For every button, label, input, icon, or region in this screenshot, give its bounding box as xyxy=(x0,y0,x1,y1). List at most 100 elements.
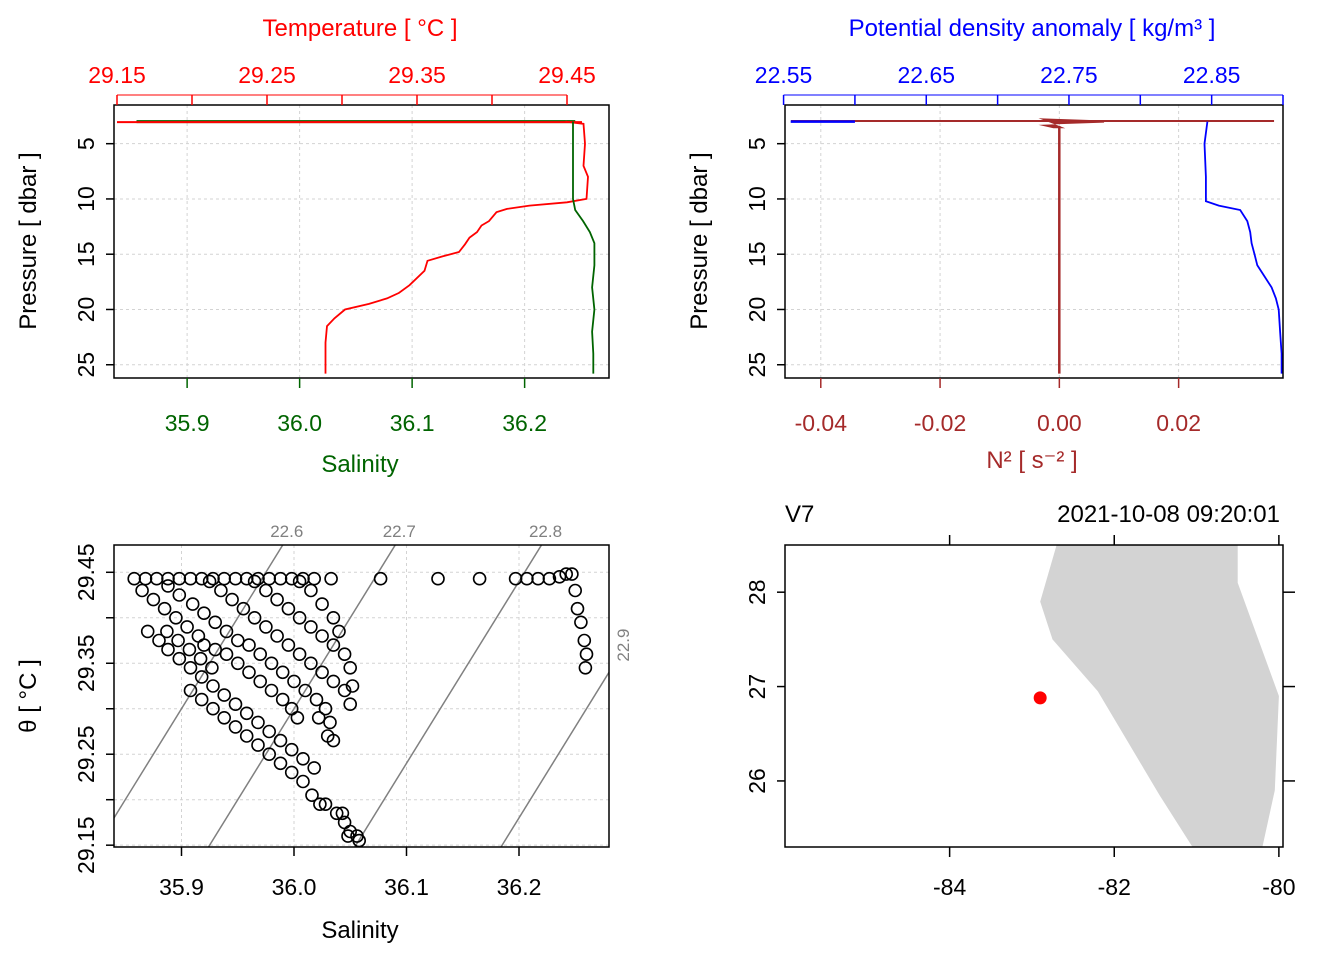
pressure-tick-label: 10 xyxy=(73,186,99,212)
ts-data-point xyxy=(236,601,251,616)
temperature-tick-label: 29.35 xyxy=(388,62,446,88)
ts-data-point xyxy=(292,610,307,625)
ts-data-point xyxy=(568,583,583,598)
ts-data-point xyxy=(193,651,208,666)
ts-data-point xyxy=(326,674,341,689)
ts-data-point xyxy=(172,651,187,666)
ts-data-point xyxy=(169,610,183,625)
map-land xyxy=(1033,545,1279,847)
ts-data-point xyxy=(309,692,324,707)
ts-data-point xyxy=(172,588,187,602)
pressure-axis-label: Pressure [ dbar ] xyxy=(15,152,42,329)
ts-data-point xyxy=(242,665,256,680)
density-tick-label: 22.85 xyxy=(1183,62,1241,88)
ts-data-point xyxy=(323,715,337,730)
ts-data-point xyxy=(157,601,172,616)
ts-data-point xyxy=(579,647,594,662)
ts-data-point xyxy=(552,569,567,584)
temperature-tick-label: 29.45 xyxy=(538,62,596,88)
panel-b-lines xyxy=(790,118,1283,374)
panel-b-axes: 5 10 15 20 25 -0.04 -0.02 0.00 0.02 22.55 22.65 22.… xyxy=(744,62,1284,436)
ts-data-point xyxy=(307,761,322,775)
pressure-tick-label: 15 xyxy=(73,241,99,267)
ts-data-point xyxy=(194,571,209,586)
n2-tick-label: 0.00 xyxy=(1037,410,1082,436)
ts-data-point xyxy=(326,610,341,625)
ts-data-point xyxy=(343,660,358,675)
ts-data-point xyxy=(313,797,327,812)
ts-data-point xyxy=(231,633,245,648)
ts-data-point xyxy=(304,620,318,634)
ts-data-point xyxy=(253,674,268,689)
isopycnal-label: 22.7 xyxy=(383,522,416,541)
ts-data-point xyxy=(172,571,187,586)
ts-data-point xyxy=(152,633,166,648)
n2-tick-label: -0.02 xyxy=(914,410,966,436)
ts-data-point xyxy=(273,733,288,748)
ts-data-point xyxy=(345,679,360,693)
isopycnal-label: 22.9 xyxy=(614,629,633,662)
ts-data-point xyxy=(206,679,220,693)
ts-data-point xyxy=(296,751,310,766)
density-axis-label: Potential density anomaly [ kg/m³ ] xyxy=(849,15,1216,42)
sigma-profile-line xyxy=(1203,121,1283,374)
ts-data-point xyxy=(191,629,206,643)
ts-y-tick-label: 29.45 xyxy=(73,544,99,602)
ts-data-point xyxy=(292,574,307,589)
ts-data-point xyxy=(315,629,329,643)
ts-data-point xyxy=(311,710,326,725)
ts-data-point xyxy=(146,592,161,607)
ts-data-point xyxy=(332,624,346,639)
ts-y-tick-label: 29.25 xyxy=(73,725,99,783)
ts-data-point xyxy=(149,571,164,586)
ts-data-point xyxy=(574,615,588,630)
ts-data-point xyxy=(520,571,534,586)
ts-data-point xyxy=(247,610,262,625)
isopycnal-line xyxy=(353,545,543,847)
ts-y-tick-label: 29.15 xyxy=(73,816,99,874)
panel-a-frame xyxy=(113,104,610,379)
density-tick-label: 22.75 xyxy=(1040,62,1098,88)
longitude-tick-label: -80 xyxy=(1262,874,1295,900)
ts-data-point xyxy=(247,574,262,589)
ts-data-point xyxy=(208,642,222,657)
latitude-tick-label: 26 xyxy=(744,768,770,794)
ts-data-point xyxy=(231,656,245,671)
ts-data-point xyxy=(228,720,243,734)
ts-data-point xyxy=(284,742,299,757)
ts-data-point xyxy=(135,583,149,598)
panel-d-frame xyxy=(784,544,1284,848)
panel-c-frame xyxy=(113,544,610,848)
ts-data-point xyxy=(292,647,307,662)
ts-data-point xyxy=(127,571,141,586)
ts-data-point xyxy=(180,620,194,634)
ts-data-point xyxy=(253,647,268,662)
n2-tick-label: 0.02 xyxy=(1156,410,1201,436)
station-map-panel: -84 -82 -80 26 27 28 V7 2021-10-08 09:20:01 xyxy=(744,501,1296,900)
station-marker xyxy=(1033,691,1047,705)
ts-data-point xyxy=(219,624,234,639)
ts-data-point xyxy=(228,697,243,712)
temperature-tick-label: 29.25 xyxy=(238,62,296,88)
ts-data-point xyxy=(206,701,220,716)
ts-data-point xyxy=(305,788,319,803)
ts-data-point xyxy=(329,806,344,821)
salinity-tick-label: 35.9 xyxy=(165,410,210,436)
ts-data-point xyxy=(273,571,288,586)
ts-data-point xyxy=(296,774,310,789)
panel-b-grid xyxy=(785,105,1283,378)
ts-data-point xyxy=(281,638,296,652)
ts-data-point xyxy=(324,571,338,586)
panel-b-frame xyxy=(784,104,1284,379)
n2-tick-label: -0.04 xyxy=(795,410,848,436)
ts-data-point xyxy=(287,674,301,689)
panel-c-axes: 35.9 36.0 36.1 36.2 29.15 29.25 29.35 29.45 22.6… xyxy=(73,522,633,900)
ts-data-point xyxy=(565,567,579,581)
ts-data-point xyxy=(304,656,318,671)
ts-data-point xyxy=(262,724,277,739)
ts-data-point xyxy=(431,571,445,586)
ts-data-point xyxy=(284,571,299,586)
pressure-axis-label-b: Pressure [ dbar ] xyxy=(686,152,713,329)
ts-data-point xyxy=(307,571,322,586)
salinity-tick-label: 36.0 xyxy=(277,410,322,436)
